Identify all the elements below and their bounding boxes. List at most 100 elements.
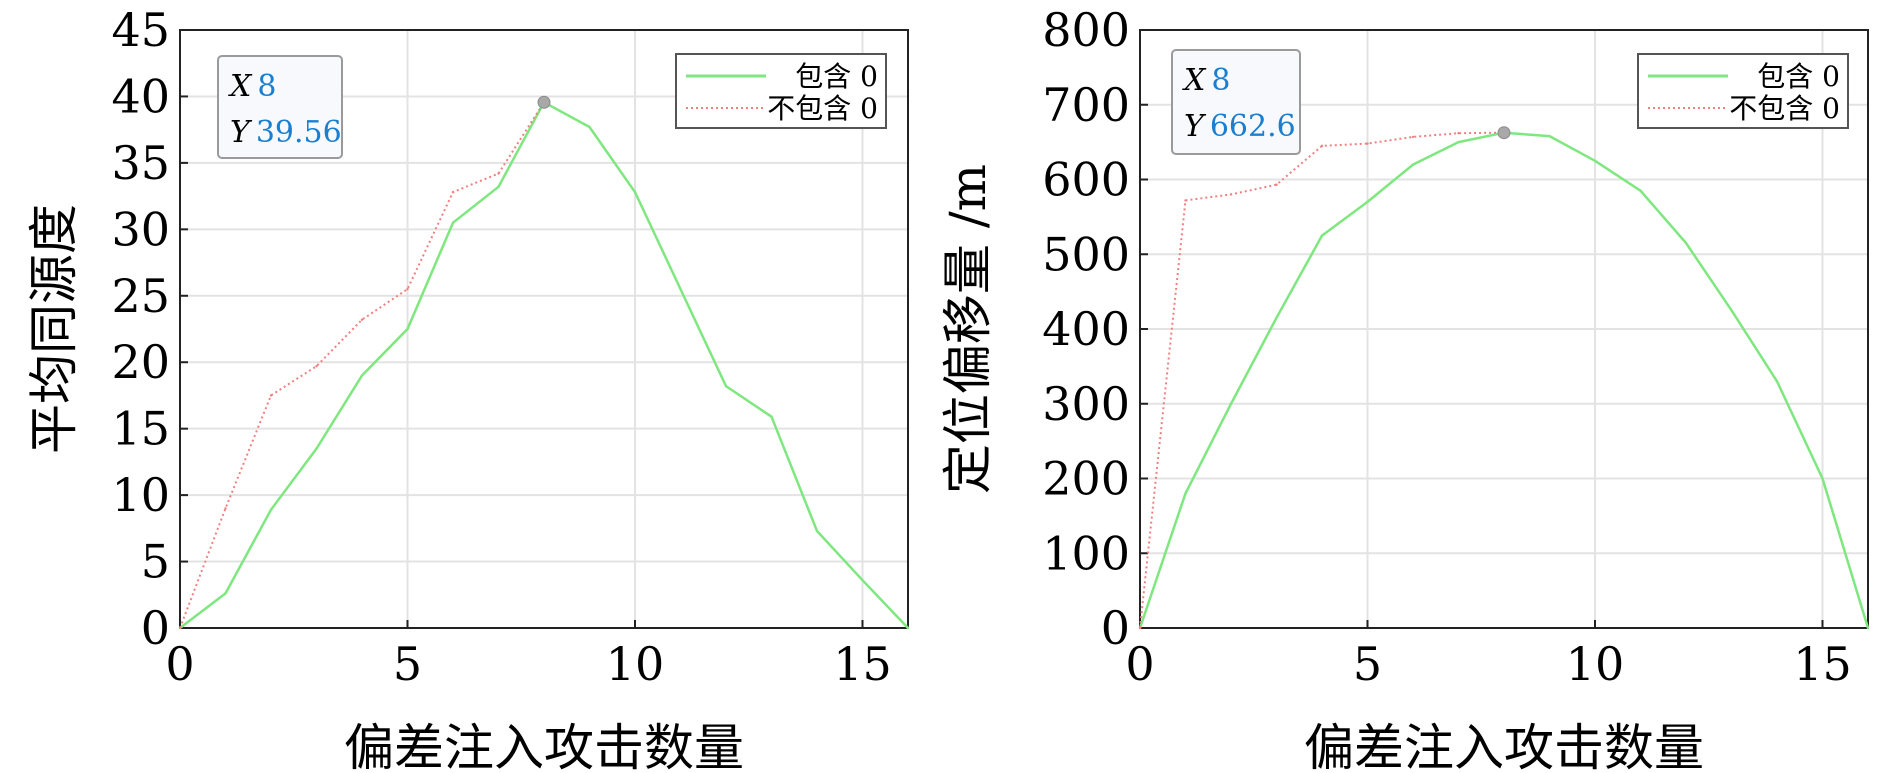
y-tick-label: 5 [141,535,170,589]
y-tick-label: 800 [1042,3,1130,57]
data-point [315,365,318,368]
data-point [451,190,455,194]
data-point [1457,131,1460,135]
data-point [633,190,637,194]
datatip-y-row: Y 39.56 [230,115,342,150]
y-tick-label: 100 [1042,526,1130,580]
data-point [679,287,682,291]
data-point [451,221,455,224]
datatip-y-key: Y [1184,109,1207,144]
datatip-y-value: 39.56 [256,115,342,150]
x-tick-label: 15 [833,637,892,691]
data-point [1411,135,1415,139]
y-tick-label: 10 [111,468,170,522]
x-tick-label: 5 [393,637,422,691]
legend-label: 包含 0 [795,60,878,93]
datatip-marker [537,95,551,109]
legend-box [675,53,887,129]
legend-label: 不包含 0 [1729,92,1840,125]
x-tick-label: 0 [1125,637,1154,691]
data-point [1366,142,1369,145]
x-tick-label: 10 [606,637,665,691]
data-point [1411,163,1415,166]
data-point [315,447,318,450]
data-point [1366,200,1369,204]
x-axis-label: 偏差注入攻击数量 [1304,719,1704,773]
data-point [770,415,773,418]
datatip-y-key: Y [230,115,253,150]
data-point [1184,199,1187,202]
data-point [269,394,273,397]
data-point [1138,626,1142,630]
series-line-without-zero [1139,131,1505,629]
data-point [906,626,910,630]
y-axis-label: 平均同源度 [25,204,83,454]
y-tick-label: 0 [141,601,170,655]
data-point [406,327,409,331]
y-tick-label: 600 [1042,153,1130,207]
data-point [724,384,728,388]
data-point [815,529,819,533]
data-point [224,507,227,510]
legend-box [1637,53,1849,129]
data-point [588,125,591,129]
data-point [1730,309,1733,312]
y-tick-label: 200 [1042,452,1130,506]
y-tick-label: 45 [111,3,170,57]
data-point [1275,183,1278,186]
datatip-x-key: X [1182,63,1207,98]
x-tick-label: 15 [1793,637,1852,691]
data-point [1775,380,1779,383]
y-tick-label: 15 [111,402,170,456]
data-point [1821,477,1824,480]
data-point [1275,316,1278,319]
chart-panel-2: 0 5 10 15 0 100 200 300 400 500 600 700 800 偏差注入攻击数量 定… [939,3,1870,773]
axes-box [179,29,909,629]
y-axis-label: 定位偏移量 /m [939,164,997,494]
datatip-x-key: X [228,69,253,104]
y-tick-label: 0 [1101,601,1130,655]
x-axis-label: 偏差注入攻击数量 [344,719,744,773]
data-point [224,592,227,595]
datatip-y-value: 662.6 [1210,109,1296,144]
data-point [360,318,364,321]
data-point [1457,140,1460,144]
data-point [269,508,273,511]
data-point [1229,193,1233,196]
data-point [1320,234,1324,237]
data-point [1184,492,1187,495]
y-tick-label: 30 [111,202,170,256]
datatip-x-value: 8 [257,69,276,104]
y-tick-label: 500 [1042,227,1130,281]
y-tick-label: 700 [1042,78,1130,132]
data-point [1320,144,1324,148]
datatip-y-row: Y 662.6 [1184,109,1296,144]
x-tick-label: 5 [1353,637,1382,691]
data-point [1229,402,1233,405]
y-tick-label: 20 [111,335,170,389]
y-tick-label: 40 [111,69,170,123]
data-point [406,287,409,291]
datatip-marker [1497,126,1511,140]
datatip-box [217,55,343,159]
datatip-box [1171,49,1301,155]
y-tick-label: 25 [111,269,170,323]
data-point [360,374,364,377]
y-tick-label: 300 [1042,377,1130,431]
data-point [1866,626,1870,630]
y-tick-label: 400 [1042,302,1130,356]
data-point [1639,189,1642,192]
y-tick-label: 35 [111,136,170,190]
legend-label: 不包含 0 [767,92,878,125]
datatip-x-value: 8 [1211,63,1230,98]
legend-label: 包含 0 [1757,60,1840,93]
data-point [1548,134,1551,138]
data-point [497,172,500,175]
data-point [861,578,864,582]
x-tick-label: 0 [165,637,194,691]
data-point [497,185,500,189]
